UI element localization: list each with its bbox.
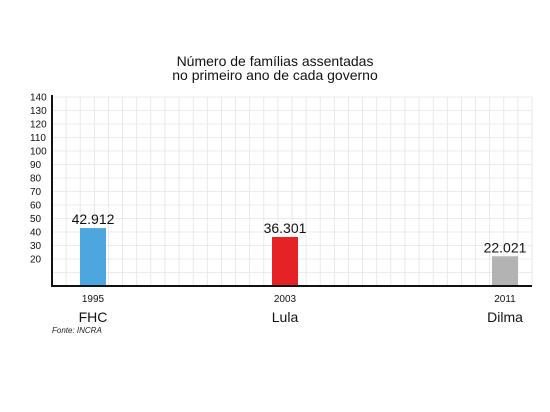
bar-value-label: 42.912 [72, 211, 115, 227]
y-tick-label: 80 [30, 174, 42, 185]
x-tick-label: 2003 [274, 294, 297, 305]
source-note: Fonte: INCRA [52, 326, 102, 335]
y-tick-label: 70 [30, 187, 42, 198]
x-tick-label: 2011 [494, 294, 516, 305]
bar-labels: 42.912 1995 FHC 36.301 2003 Lula 22.021 2011 Dil… [72, 211, 527, 325]
category-name: FHC [79, 309, 108, 325]
bars [80, 228, 518, 286]
y-tick-label: 40 [30, 228, 42, 239]
y-tick-label: 30 [30, 241, 42, 252]
y-tick-label: 140 [30, 93, 47, 104]
y-tick-label: 90 [30, 160, 42, 171]
bar-lula [272, 236, 298, 286]
y-tick-label: 50 [30, 214, 42, 225]
y-tick-label: 100 [30, 147, 47, 158]
y-tick-label: 120 [30, 120, 47, 131]
x-tick-label: 1995 [82, 294, 105, 305]
y-tick-label: 20 [30, 255, 42, 266]
y-tick-label: 130 [30, 106, 47, 117]
chart-title-line-2: no primeiro ano de cada governo [172, 67, 378, 83]
chart-title-line-1: Número de famílias assentadas [176, 53, 374, 69]
y-tick-label: 60 [30, 201, 42, 212]
y-tick-labels: 140 130 120 110 100 90 80 70 60 50 40 30 20 [30, 93, 47, 266]
category-name: Dilma [487, 309, 523, 325]
y-tick-label: 110 [30, 133, 46, 144]
bar-dilma [492, 256, 518, 286]
bar-value-label: 22.021 [484, 239, 527, 255]
axes [51, 95, 532, 287]
bar-fhc [80, 228, 106, 286]
grid [52, 96, 533, 286]
category-name: Lula [272, 309, 299, 325]
bar-value-label: 36.301 [264, 220, 307, 236]
